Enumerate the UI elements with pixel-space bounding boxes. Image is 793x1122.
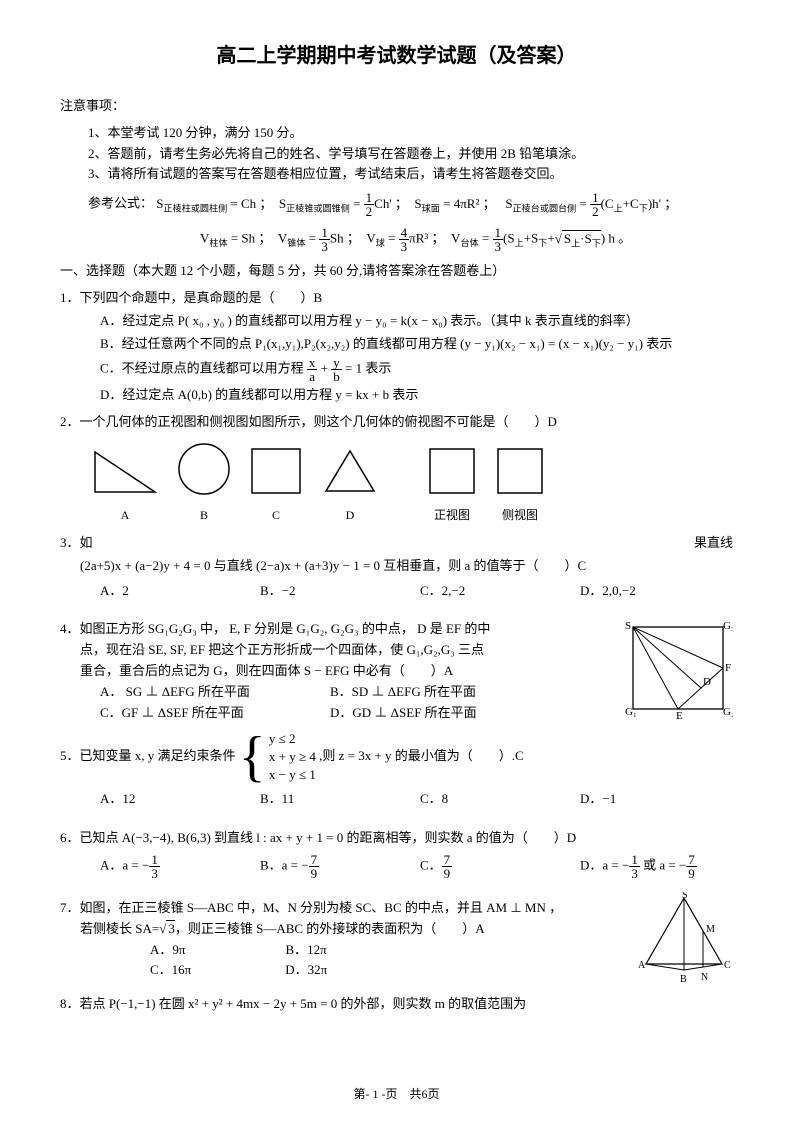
svg-text:G₃: G₃ [723,620,733,632]
q2-stem: 2．一个几何体的正视图和侧视图如图所示，则这个几何体的俯视图不可能是（ ）D [60,412,733,433]
q5: 5．已知变量 x, y 满足约束条件 { y ≤ 2 x + y ≥ 4 x −… [60,729,733,810]
q2-fig-zv-icon [426,445,478,497]
q2-label-a: A [90,506,160,525]
svg-text:N: N [701,972,708,983]
q7-opt-b: B．12π [285,940,326,961]
q2-label-d: D [320,506,380,525]
q4-opt-c: C．GF ⊥ ΔSEF 所在平面 [100,703,330,724]
q2-label-zv: 正视图 [426,506,478,525]
note-2: 2、答题前，请考生务必先将自己的姓名、学号填写在答题卷上，并使用 2B 铅笔填涂… [88,144,733,165]
q2-fig-a-icon [90,447,160,497]
q5-c3: x − y ≤ 1 [269,767,316,782]
q6-opt-a: A．a = −13 [100,853,200,880]
q2-fig-cv-icon [494,445,546,497]
q3-stem-post: 果直线 [694,533,733,554]
svg-text:S: S [682,892,688,901]
q3: 3．如 果直线 (2a+5)x + (a−2)y + 4 = 0 与直线 (2−… [60,533,733,601]
q3-line2: (2a+5)x + (a−2)y + 4 = 0 与直线 (2−a)x + (a… [80,556,733,577]
q1-opt-b: B．经过任意两个不同的点 P₁(x₁,y₁),P₂(x₂,y₂) 的直线都可用方… [100,334,733,355]
notes-header: 注意事项： [60,96,733,117]
q2-fig-b-icon [176,441,232,497]
note-1: 1、本堂考试 120 分钟，满分 150 分。 [88,123,733,144]
q2-label-b: B [176,506,232,525]
reference-formulas-2: V柱体 = Sh ； V锥体 = 13Sh ； V球 = 43πR³ ； V台体… [200,226,733,253]
q6-opt-b: B．a = −79 [260,853,360,880]
q6: 6．已知点 A(−3,−4), B(6,3) 到直线 l : ax + y + … [60,828,733,880]
q1: 1．下列四个命题中，是真命题的是（ ）B A．经过定点 P( x₀ , y₀ )… [60,288,733,406]
svg-text:A: A [638,960,646,971]
q5-pre: 5．已知变量 x, y 满足约束条件 [60,748,239,763]
svg-text:B: B [680,974,687,985]
q5-post: ,则 z = 3x + y 的最小值为（ ）.C [319,748,524,763]
q2-label-c: C [248,506,304,525]
q3-opts: A．2 B．−2 C．2,−2 D．2,0,−2 [100,581,733,602]
q3-opt-a: A．2 [100,581,200,602]
q4-opt-d: D．GD ⊥ ΔSEF 所在平面 [330,703,477,724]
q6-opt-c: C．79 [420,853,520,880]
q3-opt-c: C．2,−2 [420,581,520,602]
svg-text:D: D [703,676,711,688]
q3-stem-pre: 3．如 [60,533,93,554]
q2-fig-c-icon [248,445,304,497]
q4: S G₁ G₂ G₃ E F D 4．如图正方形 SG₁G₂G₃ 中， E, F… [60,619,733,723]
q5-opt-c: C．8 [420,789,520,810]
q2-fig-d-icon [320,445,380,497]
svg-text:E: E [676,710,683,719]
q5-c1: y ≤ 2 [269,731,296,746]
q7: S A B C M N 7．如图，在正三棱锥 S—ABC 中，M、N 分别为棱 … [60,898,733,988]
q5-opt-d: D．−1 [580,789,680,810]
q7-figure-icon: S A B C M N [638,892,733,987]
svg-text:C: C [724,960,731,971]
q6-opts: A．a = −13 B．a = −79 C．79 D．a = −13 或 a =… [100,853,733,880]
svg-text:F: F [725,662,731,674]
q6-opt-d: D．a = −13 或 a = −79 [580,853,697,880]
q1-opt-a: A．经过定点 P( x₀ , y₀ ) 的直线都可以用方程 y − y₀ = k… [100,311,733,332]
svg-text:S: S [625,620,631,632]
q7-opt-c: C．16π [150,960,191,981]
q6-stem: 6．已知点 A(−3,−4), B(6,3) 到直线 l : ax + y + … [60,828,733,849]
section-1-header: 一、选择题（本大题 12 个小题，每题 5 分，共 60 分,请将答案涂在答题卷… [60,261,733,282]
q3-opt-b: B．−2 [260,581,360,602]
q7-opt-a: A．9π [150,940,185,961]
ref-label: 参考公式： [88,196,153,211]
q1-stem: 1．下列四个命题中，是真命题的是（ ）B [60,288,733,309]
q8-stem: 8．若点 P(−1,−1) 在圆 x² + y² + 4mx − 2y + 5m… [60,994,733,1015]
q7-stem1: 7．如图，在正三棱锥 S—ABC 中，M、N 分别为棱 SC、BC 的中点，并且… [60,898,733,919]
page-footer: 第- 1 -页 共6页 [0,1085,793,1104]
q5-opt-b: B．11 [260,789,360,810]
q7-opt-d: D．32π [285,960,327,981]
q4-opt-b: B．SD ⊥ ΔEFG 所在平面 [330,682,476,703]
reference-formulas-1: 参考公式： S正棱柱或圆柱侧 = Ch ； S正棱锥或圆锥侧 = 12Ch' ；… [88,191,733,218]
note-3: 3、请将所有试题的答案写在答题卷相应位置，考试结束后，请考生将答题卷交回。 [88,164,733,185]
q8: 8．若点 P(−1,−1) 在圆 x² + y² + 4mx − 2y + 5m… [60,994,733,1015]
q1-opt-c: C．不经过原点的直线都可以用方程 xa + yb = 1 表示 [100,356,733,383]
q7-stem2: 若侧棱长 SA=3，则正三棱锥 S—ABC 的外接球的表面积为（ ）A [60,919,733,940]
q5-c2: x + y ≥ 4 [269,749,316,764]
svg-text:G₂: G₂ [723,706,733,718]
q2-label-cv: 侧视图 [494,506,546,525]
q4-figure-icon: S G₁ G₂ G₃ E F D [623,619,733,719]
q4-opt-a: A． SG ⊥ ΔEFG 所在平面 [100,682,330,703]
svg-text:M: M [706,924,715,935]
q2: 2．一个几何体的正视图和侧视图如图所示，则这个几何体的俯视图不可能是（ ）D A… [60,412,733,525]
page-title: 高二上学期期中考试数学试题（及答案） [60,40,733,72]
q1-opt-d: D．经过定点 A(0,b) 的直线都可以用方程 y = kx + b 表示 [100,385,733,406]
svg-text:G₁: G₁ [625,706,637,718]
q3-opt-d: D．2,0,−2 [580,581,680,602]
q5-opts: A．12 B．11 C．8 D．−1 [100,789,733,810]
q5-opt-a: A．12 [100,789,200,810]
q2-figures: A B C D 正视图 [90,441,733,525]
